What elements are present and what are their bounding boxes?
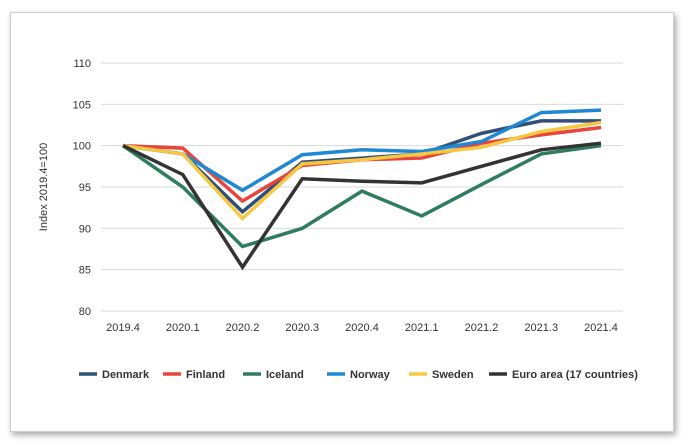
x-tick-label: 2020.4 [345, 322, 379, 334]
legend-item: Norway [327, 369, 391, 381]
x-tick-label: 2020.3 [285, 322, 319, 334]
series-line-3 [122, 108, 602, 193]
y-tick-label: 110 [73, 58, 91, 70]
y-axis-label: Index 2019.4=100 [38, 143, 50, 231]
legend-label: Sweden [432, 369, 474, 381]
legend-label: Denmark [102, 369, 150, 381]
legend-label: Finland [186, 369, 225, 381]
line-chart: 80 85 90 95 100 105 110 2019.4 2020.1 2020.2 2020… [38, 58, 638, 381]
y-tick-label: 100 [73, 141, 91, 153]
x-tick-label: 2020.2 [226, 322, 260, 334]
series-lines [122, 108, 602, 271]
legend-item: Denmark [79, 369, 150, 381]
x-tick-label: 2021.2 [465, 322, 499, 334]
x-tick-label: 2021.4 [584, 322, 618, 334]
y-tick-label: 85 [79, 265, 91, 277]
y-tick-label: 95 [79, 182, 91, 194]
series-line-5 [122, 141, 602, 271]
x-tick-label: 2021.1 [405, 322, 439, 334]
y-tick-label: 90 [79, 223, 91, 235]
y-tick-label: 105 [73, 99, 91, 111]
y-tick-label: 80 [79, 306, 91, 318]
legend: Denmark Finland Iceland Norway Sweden Euro ar… [79, 369, 638, 381]
chart-frame: 80 85 90 95 100 105 110 2019.4 2020.1 2020.2 2020… [10, 12, 674, 432]
legend-item: Iceland [243, 369, 304, 381]
x-tick-label: 2020.1 [166, 322, 200, 334]
x-tick-label: 2021.3 [524, 322, 558, 334]
legend-item: Sweden [409, 369, 474, 381]
legend-label: Norway [350, 369, 391, 381]
series-line-4 [122, 120, 602, 221]
legend-label: Iceland [266, 369, 304, 381]
y-tick-labels: 80 85 90 95 100 105 110 [73, 58, 91, 318]
legend-item: Finland [163, 369, 225, 381]
x-tick-labels: 2019.4 2020.1 2020.2 2020.3 2020.4 2021.1 2021… [106, 322, 618, 334]
x-tick-label: 2019.4 [106, 322, 140, 334]
legend-item: Euro area (17 countries) [489, 369, 638, 381]
legend-label: Euro area (17 countries) [512, 369, 638, 381]
gridlines [101, 62, 623, 312]
